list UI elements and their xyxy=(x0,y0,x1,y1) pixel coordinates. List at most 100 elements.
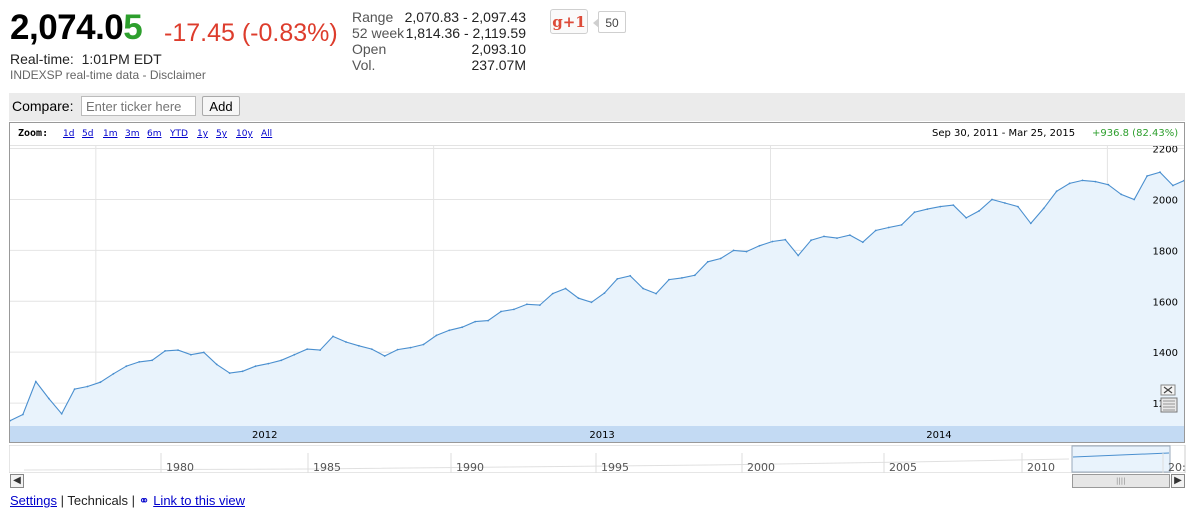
settings-link[interactable]: Settings xyxy=(10,493,57,508)
overview-year-label: 1995 xyxy=(601,461,629,473)
data-point xyxy=(164,350,167,352)
overview-line xyxy=(23,458,1070,471)
stat-52week-value: 1,814.36 - 2,119.59 xyxy=(405,25,526,41)
data-point xyxy=(513,308,515,311)
compare-ticker-input[interactable] xyxy=(81,96,196,116)
data-point xyxy=(1133,198,1136,201)
price-chart[interactable]: 220020001800160014001200201220132014 xyxy=(10,146,1184,442)
compare-label: Compare: xyxy=(12,98,74,114)
overview-strip[interactable]: 1980 1985 1990 1995 2000 2005 2010 20: xyxy=(9,445,1187,473)
data-point xyxy=(991,198,993,201)
zoom-option-1y[interactable]: 1y xyxy=(197,129,209,139)
zoom-option-all[interactable]: All xyxy=(261,129,273,139)
data-point xyxy=(47,397,50,400)
data-point xyxy=(474,320,477,323)
y-tick-label: 1600 xyxy=(1153,297,1178,308)
zoom-option-5d[interactable]: 5d xyxy=(82,129,94,139)
overview-selection xyxy=(1071,445,1171,473)
scroll-grip-icon: |||| xyxy=(1116,477,1126,485)
data-point xyxy=(1004,202,1006,204)
link-to-view[interactable]: Link to this view xyxy=(153,493,245,508)
data-point xyxy=(926,208,929,210)
zoom-option-5y[interactable]: 5y xyxy=(216,129,228,139)
data-point xyxy=(487,319,489,322)
data-point xyxy=(1068,182,1071,185)
data-point xyxy=(345,341,347,343)
zoom-option-ytd[interactable]: YTD xyxy=(170,129,188,139)
data-point xyxy=(655,292,657,295)
data-point xyxy=(900,224,903,226)
zoom-label: Zoom: xyxy=(18,128,49,139)
add-compare-button[interactable]: Add xyxy=(202,96,240,116)
overview-selected-line xyxy=(1072,452,1170,458)
zoom-option-1m[interactable]: 1m xyxy=(103,129,118,139)
zoom-option-6m[interactable]: 6m xyxy=(147,129,162,139)
overview-year-label: 2010 xyxy=(1027,461,1055,473)
data-point xyxy=(60,412,63,415)
realtime-time: 1:01PM EDT xyxy=(81,51,162,67)
year-band-bg xyxy=(10,426,1184,442)
chevron-left-icon[interactable]: ◀ xyxy=(10,474,24,488)
data-point xyxy=(1172,184,1174,187)
technicals-link[interactable]: Technicals xyxy=(67,493,129,508)
y-tick-label: 2200 xyxy=(1153,146,1178,156)
realtime-info: Real-time: 1:01PM EDT xyxy=(10,51,162,67)
data-point xyxy=(1159,171,1161,174)
y-tick-label: 1400 xyxy=(1153,348,1178,359)
data-point xyxy=(874,229,877,232)
data-point xyxy=(177,349,179,351)
data-point xyxy=(526,303,528,306)
price-value: 2,074.0 xyxy=(10,8,124,47)
zoom-option-1d[interactable]: 1d xyxy=(63,129,75,139)
overview-year-label: 1985 xyxy=(313,461,341,473)
area-fill xyxy=(10,172,1184,426)
data-point xyxy=(887,226,890,229)
overview-year-label: 1980 xyxy=(166,461,194,473)
data-point xyxy=(1107,183,1110,186)
zoom-slider-icon[interactable] xyxy=(1158,384,1180,414)
data-point xyxy=(771,240,774,243)
stat-52week-label: 52 week xyxy=(352,25,405,41)
data-point xyxy=(86,385,89,388)
data-point xyxy=(590,301,593,304)
chevron-right-icon[interactable]: ▶ xyxy=(1171,474,1185,488)
footer-links: Settings | Technicals | ⚭ Link to this v… xyxy=(10,493,245,508)
data-point xyxy=(396,348,399,351)
data-point xyxy=(383,355,386,357)
x-year-label: 2014 xyxy=(926,430,951,441)
zoom-option-3m[interactable]: 3m xyxy=(125,129,140,139)
area-layer xyxy=(10,171,1184,426)
data-point xyxy=(22,413,24,416)
price-last-digit: 5 xyxy=(123,8,143,47)
data-point xyxy=(215,363,218,366)
stat-open-label: Open xyxy=(352,41,387,57)
data-point xyxy=(319,349,321,351)
stat-open-value: 2,093.10 xyxy=(471,41,527,57)
data-point xyxy=(629,274,632,277)
data-point xyxy=(293,353,296,356)
scroll-handle[interactable] xyxy=(1072,474,1170,488)
data-point xyxy=(616,278,619,280)
data-point xyxy=(409,346,412,349)
data-point xyxy=(810,239,812,242)
data-point xyxy=(241,370,244,373)
y-tick-label: 2000 xyxy=(1153,195,1178,206)
point-layer xyxy=(10,171,1184,422)
data-point xyxy=(10,419,11,422)
data-point xyxy=(1120,193,1123,196)
data-point xyxy=(112,372,115,375)
data-point xyxy=(280,359,283,362)
data-point xyxy=(732,249,735,252)
overview-year-label: 20: xyxy=(1168,461,1186,473)
stat-range-label: Range xyxy=(352,9,394,25)
zoom-option-10y[interactable]: 10y xyxy=(236,129,253,139)
data-point xyxy=(1081,179,1084,182)
realtime-label: Real-time: xyxy=(10,51,74,67)
data-point xyxy=(125,365,128,368)
data-point xyxy=(73,388,76,390)
google-plus-button[interactable]: g+1 xyxy=(550,9,588,34)
y-tick-label: 1800 xyxy=(1153,246,1178,257)
data-point xyxy=(1055,190,1058,193)
data-point xyxy=(435,334,438,337)
data-point xyxy=(668,278,670,281)
